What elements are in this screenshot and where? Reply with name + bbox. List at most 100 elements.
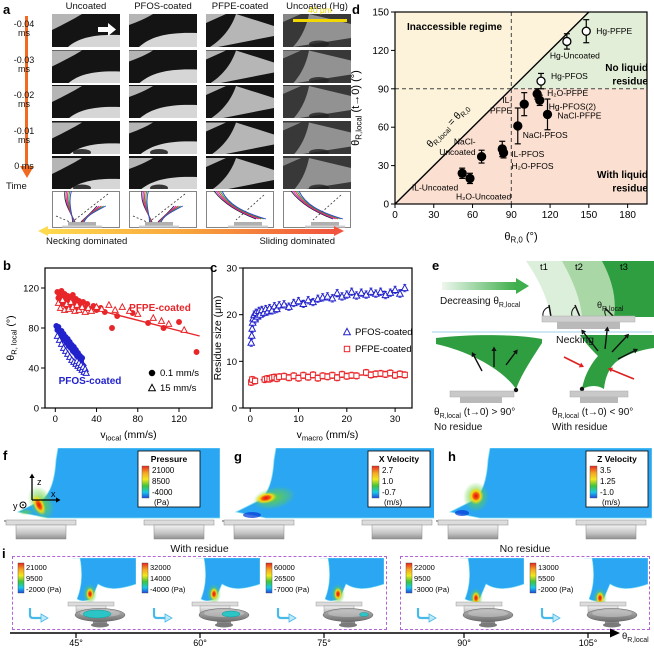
svg-text:40: 40 [28, 364, 39, 375]
simulation-cell: 21000 9500 -2000 (Pa) [16, 557, 137, 628]
svg-text:PFPE-coated: PFPE-coated [129, 303, 191, 314]
svg-text:3.5: 3.5 [600, 466, 612, 475]
svg-text:Pressure: Pressure [151, 454, 188, 464]
simulation-cell: 13000 5500 -2000 (Pa) [528, 557, 649, 628]
simulation-cell: 22000 9500 -3000 (Pa) [404, 557, 525, 628]
svg-text:With liquid: With liquid [597, 170, 648, 181]
svg-text:13000: 13000 [538, 563, 559, 572]
svg-text:75°: 75° [317, 638, 331, 648]
svg-text:θR,local (t→0) (°): θR,local (t→0) (°) [350, 70, 364, 146]
svg-text:0: 0 [34, 404, 39, 415]
panel-i-angle-axis: 45° 60° 75° 90° 105° [10, 628, 620, 648]
panel-h-letter: h [448, 449, 456, 464]
svg-text:NaCl-PFPE: NaCl-PFPE [557, 110, 601, 120]
micrograph-cell [283, 85, 351, 120]
svg-text:120: 120 [542, 210, 559, 221]
svg-text:NaCl-PFOS: NaCl-PFOS [523, 130, 568, 140]
svg-text:60: 60 [467, 210, 479, 221]
contour-panel [52, 190, 120, 228]
necking-sliding-gradient-arrow [48, 229, 334, 234]
svg-text:5500: 5500 [538, 574, 555, 583]
svg-text:21000: 21000 [152, 466, 175, 475]
svg-text:H₂O-PFOS: H₂O-PFOS [512, 161, 554, 171]
svg-text:IL-PFOS: IL-PFOS [511, 149, 544, 159]
svg-text:20: 20 [342, 414, 353, 425]
theta-axis-label: θR,local [622, 631, 649, 644]
svg-text:0: 0 [232, 404, 237, 415]
time-label: -0.04 ms [13, 19, 35, 39]
svg-text:0: 0 [248, 414, 253, 425]
svg-text:t2: t2 [575, 262, 583, 273]
svg-text:90°: 90° [457, 638, 471, 648]
svg-text:No liquid: No liquid [605, 63, 648, 74]
left-caption: θR,local (t→0) > 90° [434, 407, 516, 420]
svg-text:(m/s): (m/s) [384, 498, 403, 507]
svg-text:15 mm/s: 15 mm/s [160, 383, 197, 394]
svg-text:H₂O-Uncoated: H₂O-Uncoated [456, 191, 512, 201]
svg-text:80: 80 [28, 324, 39, 335]
micrograph-cell [283, 120, 351, 156]
micrograph-cell [129, 85, 197, 119]
svg-text:x: x [51, 489, 56, 499]
svg-text:22000: 22000 [414, 563, 435, 572]
svg-text:-4000: -4000 [152, 488, 173, 497]
svg-text:-2000 (Pa): -2000 (Pa) [26, 585, 62, 594]
no-residue-header: No residue [499, 543, 551, 555]
contour-panel [129, 190, 197, 228]
svg-text:60°: 60° [193, 638, 207, 648]
panel-i-letter: i [2, 546, 6, 561]
svg-text:Inaccessible regime: Inaccessible regime [407, 22, 502, 33]
panel-e-schematic: t1 t2 t3 [432, 261, 654, 403]
svg-text:-0.7: -0.7 [382, 488, 396, 497]
micrograph-cell [206, 120, 274, 155]
micrograph-cell [52, 120, 120, 156]
with-residue-header: With residue [170, 543, 229, 555]
svg-text:2.7: 2.7 [382, 466, 394, 475]
svg-text:t1: t1 [540, 262, 548, 273]
micrograph-cell [129, 156, 197, 192]
column-header-uncoated-hg: Uncoated (Hg) [286, 1, 348, 12]
svg-text:PFOS-coated: PFOS-coated [355, 327, 413, 338]
svg-text:150: 150 [581, 210, 598, 221]
svg-text:X Velocity: X Velocity [379, 454, 419, 464]
micrograph-cell [52, 14, 120, 47]
svg-text:PFOS-coated: PFOS-coated [59, 376, 122, 387]
svg-text:14000: 14000 [150, 574, 171, 583]
svg-text:Hg-Uncoated: Hg-Uncoated [550, 50, 600, 60]
svg-text:vmacro (mm/s): vmacro (mm/s) [297, 429, 359, 443]
svg-text:H₂O-PFPE: H₂O-PFPE [547, 88, 588, 98]
simulation-cell: 60000 26500 -7000 (Pa) [264, 557, 385, 628]
svg-text:150: 150 [372, 8, 389, 19]
chart-c: 0 10 20 30 0 10 20 30 vmacro (mm/s) Residue size … [212, 264, 413, 443]
svg-text:θR,0 (°): θR,0 (°) [504, 231, 537, 245]
right-result: With residue [552, 422, 608, 433]
svg-text:0.1 mm/s: 0.1 mm/s [160, 368, 199, 379]
svg-text:z: z [37, 477, 42, 487]
svg-text:60000: 60000 [274, 563, 295, 572]
svg-text:10: 10 [226, 357, 237, 368]
time-label: -0.03 ms [13, 54, 35, 74]
svg-text:10: 10 [293, 414, 304, 425]
column-header-pfpe: PFPE-coated [211, 1, 269, 12]
panel-e-letter: e [432, 258, 440, 273]
svg-text:0: 0 [53, 414, 58, 425]
micrograph-cell [52, 156, 120, 192]
time-axis-arrowhead [19, 166, 34, 178]
necking-label: Necking [556, 334, 594, 346]
svg-text:Hg-PFPE: Hg-PFPE [596, 26, 632, 36]
panel-b-letter: b [3, 258, 11, 273]
svg-text:0: 0 [383, 200, 389, 211]
sliding-dominated-label: Sliding dominated [259, 236, 335, 247]
svg-text:105°: 105° [579, 638, 598, 648]
column-header-pfos: PFOS-coated [134, 1, 192, 12]
micrograph-cell [129, 14, 197, 47]
svg-text:120: 120 [171, 414, 187, 425]
panel-g-simulation: X Velocity 2.7 1.0 -0.7(m/s) [222, 448, 434, 540]
panel-h-simulation: Z Velocity 3.5 1.25 -1.0(m/s) [436, 448, 652, 540]
svg-text:1.0: 1.0 [382, 477, 394, 486]
svg-text:y: y [13, 501, 18, 511]
svg-text:1.25: 1.25 [600, 477, 616, 486]
theta-local-label: θR,local [597, 300, 624, 313]
time-axis-line [25, 16, 28, 166]
